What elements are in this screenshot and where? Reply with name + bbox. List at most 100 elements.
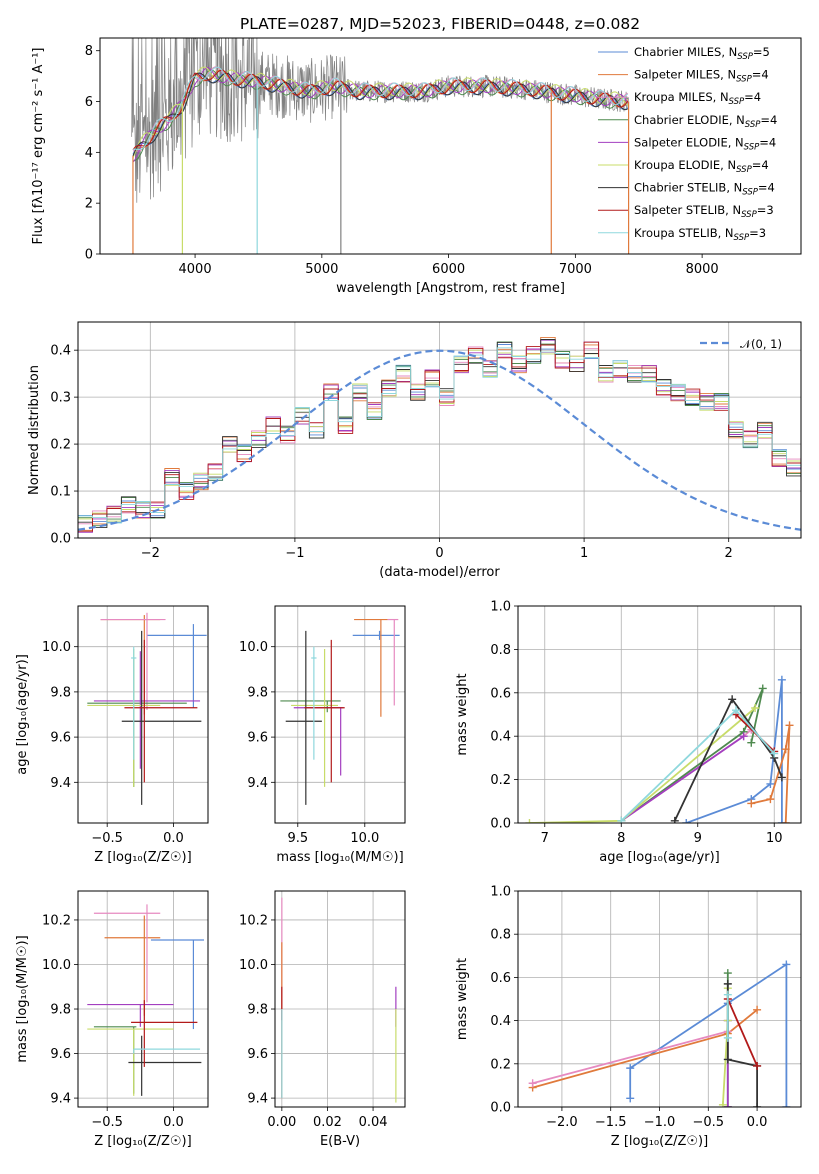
plus-marker bbox=[766, 795, 774, 803]
x-tick-label: −0.5 bbox=[693, 1115, 725, 1130]
errorbar-point bbox=[388, 620, 399, 706]
legend-entry: Chabrier STELIB, NSSP=4 bbox=[634, 181, 775, 198]
observed-spectrum-line bbox=[132, 10, 629, 202]
errorbar-point bbox=[101, 615, 161, 714]
legend-entry: Salpeter ELODIE, NSSP=4 bbox=[634, 135, 776, 152]
plus-marker bbox=[753, 1062, 761, 1070]
errorbar-point bbox=[105, 915, 161, 1015]
weight-line-salpeter-miles bbox=[751, 725, 789, 823]
plus-marker bbox=[724, 980, 732, 988]
x-tick-label: 8000 bbox=[686, 262, 719, 277]
y-tick-label: 10.0 bbox=[239, 640, 268, 655]
y-tick-label: 2 bbox=[85, 197, 93, 212]
x-tick-label: 0.0 bbox=[747, 1115, 768, 1130]
legend-entry: Kroupa ELODIE, NSSP=4 bbox=[634, 158, 769, 175]
y-axis-label: mass weight bbox=[455, 673, 470, 755]
weight-line-salpeter-stelib bbox=[728, 999, 757, 1066]
axes-frame bbox=[275, 891, 405, 1107]
x-tick-label: 10.0 bbox=[350, 831, 379, 846]
y-tick-label: 10.2 bbox=[42, 913, 71, 928]
massweight_vs_age-plot-area bbox=[525, 676, 793, 827]
y-tick-label: 9.8 bbox=[247, 685, 268, 700]
plus-marker bbox=[724, 969, 732, 977]
y-tick-label: 0.2 bbox=[490, 1057, 511, 1072]
y-tick-label: 0.2 bbox=[490, 773, 511, 788]
errorbar-point bbox=[151, 940, 204, 1029]
legend-entry: 𝒩(0, 1) bbox=[740, 337, 782, 351]
age_vs_Z-plot-area bbox=[87, 613, 206, 805]
errorbar-point bbox=[354, 620, 388, 717]
y-tick-label: 0.6 bbox=[490, 686, 511, 701]
y-tick-label: 4 bbox=[85, 146, 93, 161]
age_vs_mass-plot-area bbox=[280, 620, 399, 805]
axes-frame bbox=[275, 606, 405, 823]
y-tick-label: 9.4 bbox=[247, 1092, 268, 1107]
x-tick-label: 0.00 bbox=[267, 1115, 296, 1130]
y-axis-label: Normed distribution bbox=[27, 365, 42, 495]
errorbar-point bbox=[124, 640, 197, 782]
errorbar-point bbox=[353, 631, 400, 640]
residuals-plot-area bbox=[64, 337, 819, 537]
x-tick-label: −1.0 bbox=[644, 1115, 676, 1130]
x-tick-label: 8 bbox=[617, 831, 625, 846]
histogram-kroupa-elodie bbox=[64, 350, 819, 536]
errorbar-point bbox=[87, 658, 186, 787]
y-tick-label: 0.0 bbox=[490, 1101, 511, 1116]
legend-entry: Kroupa MILES, NSSP=4 bbox=[634, 90, 761, 107]
x-tick-label: −1 bbox=[285, 546, 304, 561]
x-axis-label: Z [log₁₀(Z/Z☉)] bbox=[611, 1134, 708, 1149]
plus-marker bbox=[786, 721, 794, 729]
y-tick-label: 9.4 bbox=[50, 1092, 71, 1107]
x-tick-label: −0.5 bbox=[91, 1115, 123, 1130]
legend-entry: Salpeter STELIB, NSSP=3 bbox=[634, 203, 774, 220]
x-tick-label: −2 bbox=[141, 546, 160, 561]
y-tick-label: 1.0 bbox=[490, 885, 511, 900]
plus-marker bbox=[626, 1094, 634, 1102]
plus-marker bbox=[724, 991, 732, 999]
x-tick-label: 9.5 bbox=[287, 831, 308, 846]
errorbar-point bbox=[128, 1036, 201, 1096]
errorbar-point bbox=[294, 708, 344, 776]
weight-line-chabrier-stelib bbox=[728, 984, 757, 1107]
errorbar-point bbox=[311, 647, 316, 760]
x-tick-label: 0.04 bbox=[359, 1115, 388, 1130]
x-tick-label: 0.0 bbox=[163, 831, 184, 846]
y-tick-label: 0.0 bbox=[50, 532, 71, 547]
errorbar-point bbox=[134, 1049, 200, 1053]
x-tick-label: −0.5 bbox=[91, 831, 123, 846]
y-tick-label: 0.8 bbox=[490, 928, 511, 943]
x-tick-label: 6000 bbox=[432, 262, 465, 277]
x-tick-label: 1 bbox=[580, 546, 588, 561]
y-tick-label: 10.2 bbox=[239, 913, 268, 928]
errorbar-point bbox=[147, 624, 207, 708]
y-tick-label: 10.0 bbox=[42, 958, 71, 973]
x-axis-label: (data-model)/error bbox=[379, 565, 500, 580]
y-axis-label: age [log₁₀(age/yr)] bbox=[15, 654, 30, 775]
y-tick-label: 0.2 bbox=[50, 438, 71, 453]
y-tick-label: 9.8 bbox=[50, 685, 71, 700]
y-tick-label: 10.0 bbox=[239, 958, 268, 973]
y-tick-label: 1.0 bbox=[490, 600, 511, 615]
y-axis-label: mass [log₁₀(M/M☉)] bbox=[15, 935, 30, 1062]
x-tick-label: 4000 bbox=[179, 262, 212, 277]
x-tick-label: 2 bbox=[725, 546, 733, 561]
y-tick-label: 0.4 bbox=[50, 344, 71, 359]
mass_vs_EBV-plot-area bbox=[282, 898, 396, 1103]
plus-marker bbox=[719, 1101, 727, 1109]
plus-marker bbox=[759, 684, 767, 692]
mass_vs_Z-plot-area bbox=[87, 904, 204, 1096]
y-tick-label: 0.8 bbox=[490, 643, 511, 658]
y-tick-label: 0.3 bbox=[50, 391, 71, 406]
y-tick-label: 0.4 bbox=[490, 1014, 511, 1029]
axes-frame bbox=[518, 606, 801, 823]
x-tick-label: 7 bbox=[541, 831, 549, 846]
x-axis-label: mass [log₁₀(M/M☉)] bbox=[276, 850, 403, 865]
errorbar-point bbox=[87, 1005, 173, 1027]
y-tick-label: 9.8 bbox=[247, 1003, 268, 1018]
axes-frame bbox=[78, 891, 208, 1107]
